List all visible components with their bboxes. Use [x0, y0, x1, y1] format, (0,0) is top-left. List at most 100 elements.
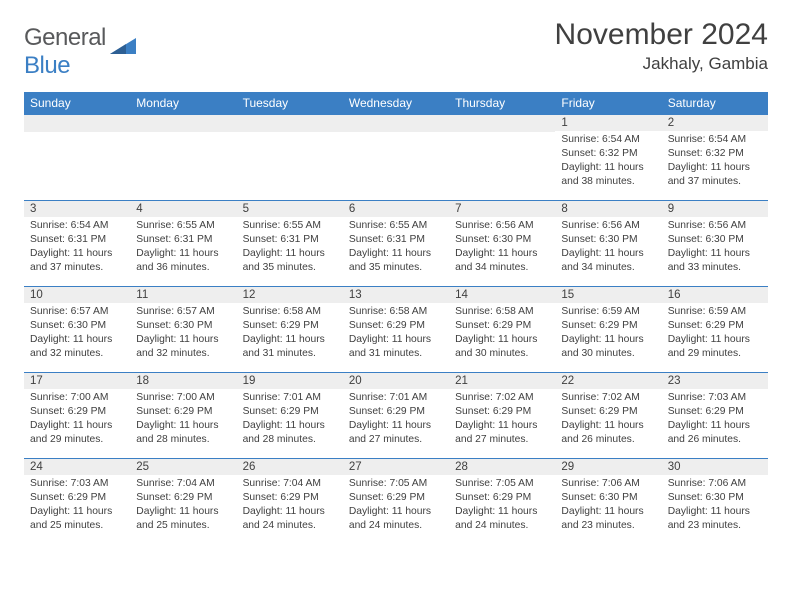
day-number: 21	[449, 373, 555, 389]
day-content: Sunrise: 7:02 AMSunset: 6:29 PMDaylight:…	[555, 389, 661, 451]
day-content: Sunrise: 7:01 AMSunset: 6:29 PMDaylight:…	[343, 389, 449, 451]
day-content-line: Daylight: 11 hours and 29 minutes.	[30, 419, 124, 447]
day-content-line: Daylight: 11 hours and 28 minutes.	[243, 419, 337, 447]
day-number: 6	[343, 201, 449, 217]
calendar-day-cell: 2Sunrise: 6:54 AMSunset: 6:32 PMDaylight…	[662, 115, 768, 201]
day-content-line: Sunset: 6:31 PM	[349, 233, 443, 247]
day-content: Sunrise: 6:55 AMSunset: 6:31 PMDaylight:…	[237, 217, 343, 279]
day-content-line: Sunrise: 6:54 AM	[668, 133, 762, 147]
calendar-day-cell	[237, 115, 343, 201]
calendar-day-cell: 26Sunrise: 7:04 AMSunset: 6:29 PMDayligh…	[237, 459, 343, 545]
day-content-line: Sunrise: 7:06 AM	[561, 477, 655, 491]
day-content: Sunrise: 6:56 AMSunset: 6:30 PMDaylight:…	[662, 217, 768, 279]
day-number	[449, 115, 555, 132]
day-content-line: Sunset: 6:30 PM	[668, 233, 762, 247]
calendar-day-cell: 21Sunrise: 7:02 AMSunset: 6:29 PMDayligh…	[449, 373, 555, 459]
day-content: Sunrise: 7:05 AMSunset: 6:29 PMDaylight:…	[343, 475, 449, 537]
day-content-line: Daylight: 11 hours and 29 minutes.	[668, 333, 762, 361]
calendar-day-cell: 20Sunrise: 7:01 AMSunset: 6:29 PMDayligh…	[343, 373, 449, 459]
calendar-day-cell: 14Sunrise: 6:58 AMSunset: 6:29 PMDayligh…	[449, 287, 555, 373]
day-number: 22	[555, 373, 661, 389]
day-content: Sunrise: 7:04 AMSunset: 6:29 PMDaylight:…	[130, 475, 236, 537]
day-number	[237, 115, 343, 132]
day-content-line: Daylight: 11 hours and 35 minutes.	[349, 247, 443, 275]
day-number	[343, 115, 449, 132]
day-content-line: Daylight: 11 hours and 34 minutes.	[561, 247, 655, 275]
calendar-day-cell: 30Sunrise: 7:06 AMSunset: 6:30 PMDayligh…	[662, 459, 768, 545]
day-content-line: Sunrise: 6:56 AM	[561, 219, 655, 233]
calendar-day-cell: 17Sunrise: 7:00 AMSunset: 6:29 PMDayligh…	[24, 373, 130, 459]
day-content-line: Sunset: 6:31 PM	[30, 233, 124, 247]
calendar-day-cell: 27Sunrise: 7:05 AMSunset: 6:29 PMDayligh…	[343, 459, 449, 545]
calendar-day-cell	[343, 115, 449, 201]
calendar-day-cell	[449, 115, 555, 201]
day-content-line: Sunset: 6:31 PM	[243, 233, 337, 247]
day-content-line: Daylight: 11 hours and 26 minutes.	[668, 419, 762, 447]
day-content: Sunrise: 7:00 AMSunset: 6:29 PMDaylight:…	[24, 389, 130, 451]
day-number: 20	[343, 373, 449, 389]
day-header-cell: Sunday	[24, 92, 130, 115]
day-content-line: Sunset: 6:29 PM	[136, 491, 230, 505]
day-content: Sunrise: 7:02 AMSunset: 6:29 PMDaylight:…	[449, 389, 555, 451]
day-content-line: Daylight: 11 hours and 32 minutes.	[136, 333, 230, 361]
day-number: 7	[449, 201, 555, 217]
day-content-line: Sunrise: 6:54 AM	[561, 133, 655, 147]
calendar-day-cell: 24Sunrise: 7:03 AMSunset: 6:29 PMDayligh…	[24, 459, 130, 545]
day-content-line: Sunset: 6:32 PM	[561, 147, 655, 161]
day-number: 24	[24, 459, 130, 475]
day-content-line: Sunrise: 6:57 AM	[136, 305, 230, 319]
day-content-line: Sunset: 6:29 PM	[349, 491, 443, 505]
day-content-line: Daylight: 11 hours and 38 minutes.	[561, 161, 655, 189]
day-number	[130, 115, 236, 132]
calendar-day-cell	[130, 115, 236, 201]
day-header-cell: Saturday	[662, 92, 768, 115]
day-content: Sunrise: 7:06 AMSunset: 6:30 PMDaylight:…	[555, 475, 661, 537]
day-content: Sunrise: 7:03 AMSunset: 6:29 PMDaylight:…	[24, 475, 130, 537]
day-content-line: Sunrise: 6:58 AM	[349, 305, 443, 319]
logo-text: General Blue	[24, 24, 106, 80]
day-number: 16	[662, 287, 768, 303]
calendar-week-row: 17Sunrise: 7:00 AMSunset: 6:29 PMDayligh…	[24, 373, 768, 459]
day-content-line: Sunrise: 6:58 AM	[243, 305, 337, 319]
calendar-day-cell: 6Sunrise: 6:55 AMSunset: 6:31 PMDaylight…	[343, 201, 449, 287]
day-number: 28	[449, 459, 555, 475]
calendar-day-cell: 25Sunrise: 7:04 AMSunset: 6:29 PMDayligh…	[130, 459, 236, 545]
day-content: Sunrise: 6:54 AMSunset: 6:31 PMDaylight:…	[24, 217, 130, 279]
calendar-day-cell: 11 Sunrise: 6:57 AMSunset: 6:30 PMDayligh…	[130, 287, 236, 373]
day-content-line: Sunrise: 6:56 AM	[455, 219, 549, 233]
day-content-line: Daylight: 11 hours and 30 minutes.	[455, 333, 549, 361]
day-content-line: Sunrise: 6:55 AM	[349, 219, 443, 233]
day-content-line: Sunrise: 7:05 AM	[455, 477, 549, 491]
day-number: 10	[24, 287, 130, 303]
calendar-day-cell: 5Sunrise: 6:55 AMSunset: 6:31 PMDaylight…	[237, 201, 343, 287]
day-content-line: Sunset: 6:30 PM	[136, 319, 230, 333]
calendar-day-cell: 4Sunrise: 6:55 AMSunset: 6:31 PMDaylight…	[130, 201, 236, 287]
day-content-line: Daylight: 11 hours and 23 minutes.	[668, 505, 762, 533]
calendar-day-cell: 8Sunrise: 6:56 AMSunset: 6:30 PMDaylight…	[555, 201, 661, 287]
day-content-line: Sunset: 6:31 PM	[136, 233, 230, 247]
day-number: 11	[130, 287, 236, 303]
day-content-line: Sunrise: 6:55 AM	[243, 219, 337, 233]
calendar-day-cell	[24, 115, 130, 201]
day-number: 12	[237, 287, 343, 303]
day-content: Sunrise: 6:55 AMSunset: 6:31 PMDaylight:…	[343, 217, 449, 279]
calendar-body: 1Sunrise: 6:54 AMSunset: 6:32 PMDaylight…	[24, 115, 768, 545]
day-content: Sunrise: 6:58 AMSunset: 6:29 PMDaylight:…	[237, 303, 343, 365]
day-content-line: Daylight: 11 hours and 27 minutes.	[349, 419, 443, 447]
day-content: Sunrise: 7:06 AMSunset: 6:30 PMDaylight:…	[662, 475, 768, 537]
day-content: Sunrise: 6:58 AMSunset: 6:29 PMDaylight:…	[343, 303, 449, 365]
day-content-line: Daylight: 11 hours and 25 minutes.	[30, 505, 124, 533]
calendar-week-row: 24Sunrise: 7:03 AMSunset: 6:29 PMDayligh…	[24, 459, 768, 545]
day-content	[343, 132, 449, 138]
day-content-line: Daylight: 11 hours and 24 minutes.	[243, 505, 337, 533]
calendar-day-cell: 9Sunrise: 6:56 AMSunset: 6:30 PMDaylight…	[662, 201, 768, 287]
day-header-cell: Friday	[555, 92, 661, 115]
calendar-day-cell: 22Sunrise: 7:02 AMSunset: 6:29 PMDayligh…	[555, 373, 661, 459]
day-number: 9	[662, 201, 768, 217]
day-content-line: Daylight: 11 hours and 32 minutes.	[30, 333, 124, 361]
day-content-line: Sunset: 6:32 PM	[668, 147, 762, 161]
day-content-line: Sunset: 6:29 PM	[561, 405, 655, 419]
day-number: 29	[555, 459, 661, 475]
day-content-line: Sunrise: 7:02 AM	[455, 391, 549, 405]
calendar-day-cell: 18Sunrise: 7:00 AMSunset: 6:29 PMDayligh…	[130, 373, 236, 459]
